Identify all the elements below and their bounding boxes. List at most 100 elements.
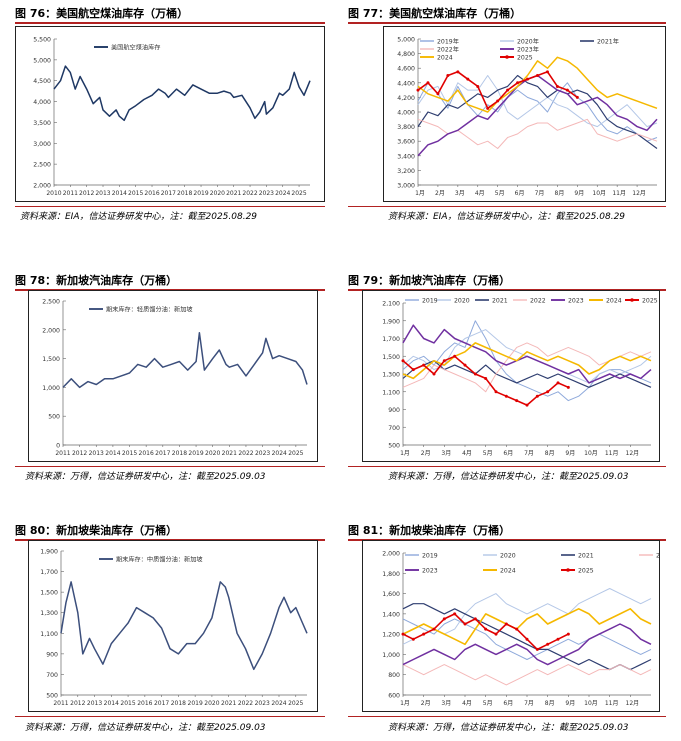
- figure-79-chart: 500 700 900 1,100 1,300 1,500 1,700 1,900 2,100 1…: [362, 290, 660, 462]
- series-point-2025: [463, 622, 467, 626]
- y-tick-label: 3,800: [397, 124, 415, 131]
- legend-label: 2019年: [437, 37, 459, 45]
- y-tick-label: 5,000: [33, 57, 51, 64]
- x-tick-label: 2014: [105, 450, 120, 457]
- legend-marker: [566, 568, 570, 572]
- figure-76-title-rule: [15, 22, 325, 24]
- series-line-2024: [417, 56, 658, 113]
- series-point-2025: [494, 632, 498, 636]
- x-tick-label: 12月: [626, 700, 640, 707]
- x-tick-label: 2016: [139, 450, 154, 457]
- series-point-2025: [546, 390, 550, 394]
- legend-label: 2021: [578, 552, 594, 559]
- y-tick-label: 2,000: [382, 551, 400, 558]
- x-tick-label: 2019: [188, 450, 203, 457]
- series-point-2025: [436, 92, 440, 96]
- series-point-2025: [556, 637, 560, 641]
- x-tick-label: 3月: [441, 700, 451, 707]
- figure-76-title: 图 76：美国航空煤油库存（万桶）: [15, 7, 189, 20]
- y-tick-label: 3,000: [397, 183, 415, 190]
- x-tick-label: 5月: [483, 700, 493, 707]
- series-point-2025: [456, 70, 460, 74]
- series-point-2025: [546, 642, 550, 646]
- y-tick-label: 1,100: [382, 389, 400, 396]
- figure-81-chart: 600 800 1,000 1,200 1,400 1,600 1,800 2,000 1月 2月…: [362, 540, 672, 712]
- x-tick-label: 11月: [605, 450, 619, 457]
- series-point-2025: [566, 632, 570, 636]
- figure-78-source: 资料来源：万得，信达证券研发中心，注：截至2025.09.03: [25, 472, 266, 482]
- legend-label: 2023: [568, 297, 584, 304]
- legend-label: 2020年: [517, 37, 539, 45]
- y-tick-label: 0: [56, 443, 60, 450]
- series-point-2025: [526, 77, 530, 81]
- x-tick-label: 2011: [53, 700, 68, 707]
- x-tick-label: 7月: [535, 190, 545, 197]
- x-tick-label: 2017: [155, 450, 170, 457]
- series-point-2025: [484, 627, 488, 631]
- y-tick-label: 3,000: [33, 141, 51, 148]
- x-tick-label: 2011: [63, 190, 78, 197]
- figure-80-chart: 500 700 900 1,100 1,300 1,500 1,700 1,900 2011 20…: [28, 540, 318, 712]
- x-tick-label: 2022: [238, 700, 253, 707]
- x-tick-label: 7月: [524, 700, 534, 707]
- x-tick-label: 2024: [271, 700, 286, 707]
- series-point-2025: [504, 394, 508, 398]
- legend-marker: [630, 298, 634, 302]
- y-tick-label: 1,800: [382, 571, 400, 578]
- figure-79-source: 资料来源：万得，信达证券研发中心，注：截至2025.09.03: [388, 472, 629, 482]
- series-point-2025: [525, 637, 529, 641]
- series-point-2025: [453, 612, 457, 616]
- y-tick-label: 1,000: [42, 385, 60, 392]
- x-tick-label: 2024: [272, 450, 287, 457]
- y-tick-label: 4,000: [33, 99, 51, 106]
- x-tick-label: 2025: [291, 190, 306, 197]
- legend-label: 2019: [422, 552, 438, 559]
- x-tick-label: 6月: [503, 450, 513, 457]
- series-line-2024: [402, 608, 652, 646]
- y-tick-label: 1,500: [42, 356, 60, 363]
- series-point-2025: [411, 368, 415, 372]
- x-tick-label: 5月: [495, 190, 505, 197]
- x-tick-label: 2017: [154, 700, 169, 707]
- legend-marker: [505, 55, 509, 59]
- x-tick-label: 4月: [475, 190, 485, 197]
- x-tick-label: 10月: [592, 190, 606, 197]
- series-point-2025: [463, 363, 467, 367]
- y-tick-label: 1,900: [382, 318, 400, 325]
- x-tick-label: 2011: [55, 450, 70, 457]
- x-tick-label: 9月: [574, 190, 584, 197]
- series-line-2023: [402, 623, 652, 666]
- x-tick-label: 2016: [137, 700, 152, 707]
- figure-81-svg: 600 800 1,000 1,200 1,400 1,600 1,800 2,000 1月 2月…: [382, 551, 672, 708]
- x-tick-label: 2014: [112, 190, 127, 197]
- x-tick-label: 2023: [255, 700, 270, 707]
- x-tick-label: 2012: [79, 190, 94, 197]
- y-tick-label: 1,200: [382, 632, 400, 639]
- x-tick-label: 12月: [632, 190, 646, 197]
- legend-label: 2020: [500, 552, 516, 559]
- figure-80-source: 资料来源：万得，信达证券研发中心，注：截至2025.09.03: [25, 723, 266, 733]
- x-tick-label: 2019: [193, 190, 208, 197]
- figure-77-source: 资料来源：EIA，信达证券研发中心，注：截至2025.08.29: [388, 212, 626, 222]
- series-point-2025: [432, 372, 436, 376]
- x-tick-label: 1月: [400, 450, 410, 457]
- figure-79-title: 图 79：新加坡汽油库存（万桶）: [348, 274, 511, 287]
- figure-80-title: 图 80：新加坡柴油库存（万桶）: [15, 524, 178, 537]
- series-point-2025: [486, 106, 490, 110]
- x-tick-label: 4月: [462, 700, 472, 707]
- legend-label: 2021年: [597, 37, 619, 45]
- series-line-2022: [402, 342, 652, 393]
- y-tick-label: 900: [46, 651, 58, 658]
- series-line-期末库存：轻质馏分油：新加坡: [62, 331, 308, 389]
- legend-label: 期末库存：轻质馏分油：新加坡: [106, 305, 193, 313]
- figure-81-title: 图 81：新加坡柴油库存（万桶）: [348, 524, 511, 537]
- x-tick-label: 3月: [441, 450, 451, 457]
- series-point-2025: [535, 394, 539, 398]
- figure-78-chart: 0 500 1,000 1,500 2,000 2,500 2011 2012 2013 2014…: [28, 290, 318, 462]
- x-tick-label: 2月: [421, 450, 431, 457]
- x-tick-label: 2018: [177, 190, 192, 197]
- x-tick-label: 2023: [259, 190, 274, 197]
- y-tick-label: 1,300: [40, 610, 58, 617]
- figure-76-chart: 2,000 2,500 3,000 3,500 4,000 4,500 5,000 5,500…: [15, 26, 325, 202]
- figure-81-bottom-rule: [348, 716, 666, 717]
